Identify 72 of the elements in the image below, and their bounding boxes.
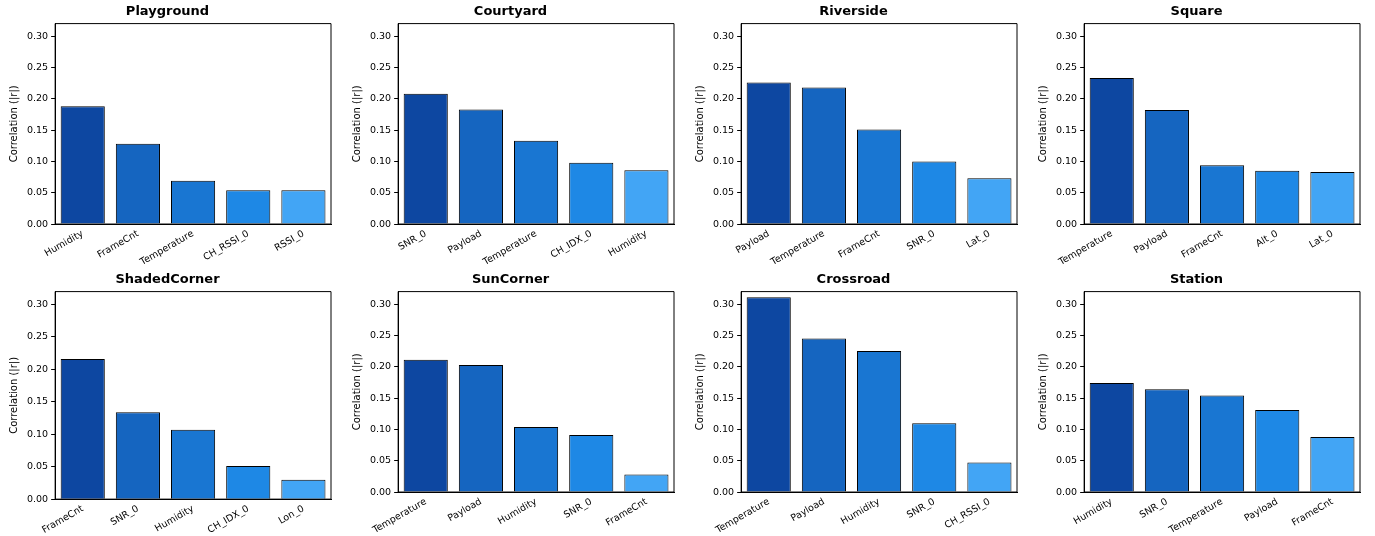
y-axis-title: Correlation (|r|) [7,356,20,434]
y-tick-label: 0.15 [370,391,392,403]
y-tick-label: 0.00 [370,217,392,229]
chart-title: Courtyard [473,3,548,19]
y-tick-label: 0.15 [27,395,49,407]
y-tick-label: 0.20 [713,92,735,104]
y-tick-label: 0.15 [1056,391,1078,403]
y-tick-label: 0.30 [713,29,735,41]
y-tick-label: 0.20 [370,92,392,104]
chart-title: Station [1169,271,1224,287]
y-axis-title: Correlation (|r|) [693,85,706,163]
y-tick-label: 0.05 [713,454,735,466]
y-tick-label: 0.30 [27,29,49,41]
y-tick-label: 0.25 [370,328,392,340]
y-tick-label: 0.15 [27,123,49,135]
y-axis-title: Correlation (|r|) [7,85,20,163]
chart-title: Square [1170,3,1223,19]
y-tick-label: 0.20 [27,362,49,374]
y-tick-label: 0.00 [713,217,735,229]
y-tick-label: 0.05 [1056,186,1078,198]
y-tick-label: 0.20 [713,360,735,372]
y-tick-label: 0.25 [1056,60,1078,72]
y-tick-label: 0.25 [1056,328,1078,340]
y-tick-label: 0.05 [370,186,392,198]
y-tick-label: 0.05 [1056,454,1078,466]
y-tick-label: 0.10 [370,154,392,166]
y-tick-label: 0.15 [1056,123,1078,135]
y-tick-label: 0.20 [27,92,49,104]
y-tick-label: 0.20 [1056,360,1078,372]
y-tick-label: 0.10 [713,422,735,434]
y-tick-label: 0.30 [1056,297,1078,309]
y-tick-label: 0.25 [27,60,49,72]
y-tick-label: 0.10 [27,427,49,439]
chart-title: Playground [125,3,210,19]
y-tick-label: 0.30 [713,297,735,309]
y-tick-label: 0.30 [370,29,392,41]
y-tick-label: 0.30 [27,298,49,310]
y-tick-label: 0.05 [713,186,735,198]
y-tick-label: 0.20 [1056,92,1078,104]
y-axis-title: Correlation (|r|) [350,85,363,163]
y-axis-title: Correlation (|r|) [693,353,706,431]
y-tick-label: 0.00 [27,217,49,229]
y-tick-label: 0.00 [713,485,735,497]
y-tick-label: 0.00 [370,485,392,497]
y-tick-label: 0.15 [713,123,735,135]
y-axis-title: Correlation (|r|) [350,353,363,431]
chart-title: ShadedCorner [115,271,221,287]
y-tick-label: 0.20 [370,360,392,372]
y-tick-label: 0.25 [713,60,735,72]
chart-title: Crossroad [816,271,891,287]
chart-title: Riverside [819,3,888,19]
y-tick-label: 0.05 [27,186,49,198]
y-tick-label: 0.30 [370,297,392,309]
y-axis-title: Correlation (|r|) [1036,85,1049,163]
y-tick-label: 0.00 [27,492,49,504]
y-tick-label: 0.15 [713,391,735,403]
y-tick-label: 0.25 [370,60,392,72]
y-tick-label: 0.10 [1056,422,1078,434]
y-tick-label: 0.10 [27,154,49,166]
y-tick-label: 0.00 [1056,485,1078,497]
y-tick-label: 0.25 [27,330,49,342]
y-tick-label: 0.05 [27,460,49,472]
y-tick-label: 0.15 [370,123,392,135]
y-tick-label: 0.00 [1056,217,1078,229]
y-axis-title: Correlation (|r|) [1036,353,1049,431]
y-tick-label: 0.10 [370,422,392,434]
y-tick-label: 0.30 [1056,29,1078,41]
chart-title: SunCorner [471,271,550,287]
y-tick-label: 0.10 [1056,154,1078,166]
y-tick-label: 0.05 [370,454,392,466]
y-tick-label: 0.10 [713,154,735,166]
y-tick-label: 0.25 [713,328,735,340]
